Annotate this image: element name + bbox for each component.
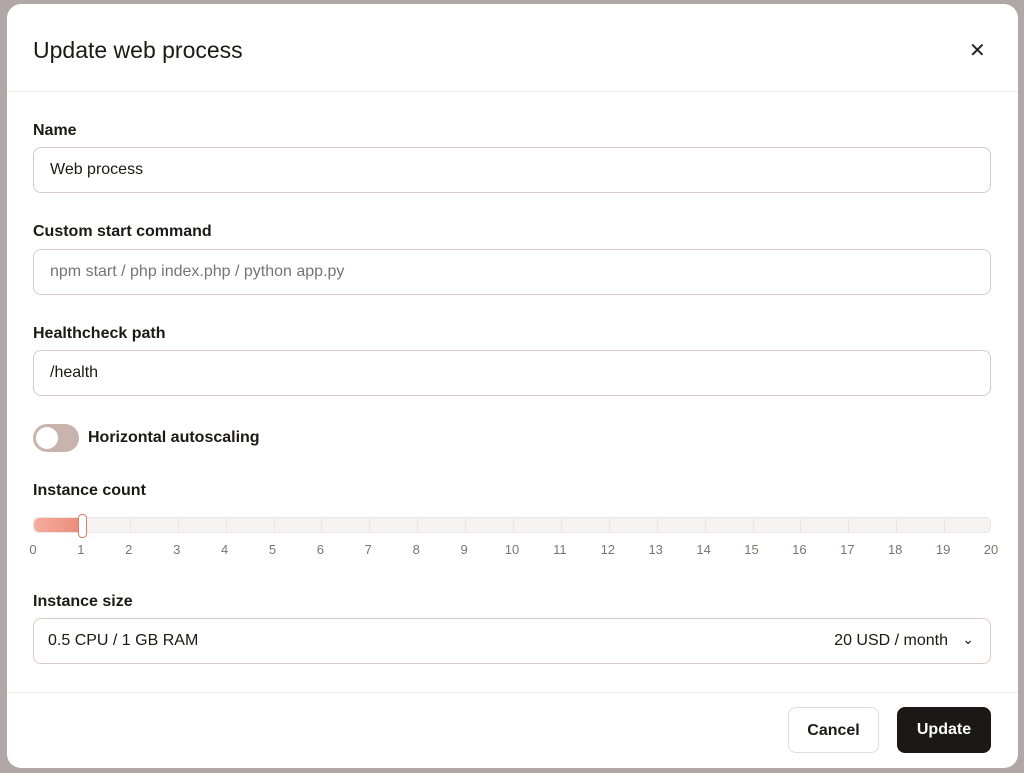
tick-label: 13 [648, 542, 663, 557]
slider-tick [225, 518, 227, 532]
instance-count-label: Instance count [33, 482, 146, 499]
tick-label: 1 [77, 542, 85, 557]
slider-tick [608, 518, 610, 532]
cancel-button[interactable]: Cancel [788, 707, 879, 753]
slider-tick [129, 518, 131, 532]
slider-tick [656, 518, 658, 532]
slider-thumb[interactable] [77, 514, 87, 538]
tick-label: 15 [744, 542, 759, 557]
tick-label: 17 [840, 542, 855, 557]
dialog-header: Update web process ✕ [7, 4, 1018, 92]
update-process-dialog: Update web process ✕ Name Custom start c… [7, 4, 1018, 768]
slider-tick [177, 518, 179, 532]
name-input[interactable] [33, 147, 991, 193]
tick-label: 9 [460, 542, 468, 557]
tick-label: 6 [316, 542, 324, 557]
healthcheck-label: Healthcheck path [33, 325, 166, 342]
slider-tick [752, 518, 754, 532]
instance-count-slider[interactable] [33, 514, 991, 538]
tick-label: 5 [268, 542, 277, 557]
tick-label: 2 [125, 542, 133, 557]
slider-tick [513, 518, 514, 532]
tick-label: 4 [220, 542, 229, 557]
dialog-title: Update web process [33, 37, 243, 63]
slider-tick [417, 518, 419, 532]
tick-label: 20 [983, 542, 999, 557]
instance-size-price: 20 USD / month [834, 632, 948, 649]
slider-tick [848, 518, 850, 532]
slider-tick [896, 518, 898, 532]
chevron-down-icon: ⌄ [962, 631, 974, 647]
tick-label: 16 [792, 542, 807, 557]
slider-tick [465, 518, 467, 532]
slider-tick [704, 518, 706, 532]
start-command-input[interactable] [33, 249, 991, 295]
slider-tick [560, 518, 562, 532]
tick-label: 11 [553, 542, 567, 557]
slider-tick [800, 518, 802, 532]
instance-size-label: Instance size [33, 593, 133, 610]
slider-tick [273, 518, 275, 532]
slider-tick [369, 518, 371, 532]
instance-size-select[interactable]: 0.5 CPU / 1 GB RAM 20 USD / month ⌄ [33, 618, 991, 664]
autoscaling-label: Horizontal autoscaling [88, 429, 260, 446]
autoscaling-toggle[interactable] [33, 424, 79, 452]
tick-label: 0 [29, 542, 37, 557]
tick-label: 12 [600, 542, 616, 557]
slider-fill [34, 518, 82, 532]
slider-tick [944, 518, 946, 532]
close-icon[interactable]: ✕ [969, 40, 986, 62]
tick-label: 7 [364, 542, 372, 557]
update-button[interactable]: Update [897, 707, 991, 753]
name-label: Name [33, 122, 77, 139]
tick-label: 10 [504, 542, 520, 557]
tick-label: 3 [173, 542, 181, 557]
dialog-footer: Cancel Update [7, 692, 1018, 768]
tick-label: 14 [696, 542, 711, 557]
tick-label: 19 [935, 542, 951, 557]
start-command-label: Custom start command [33, 223, 212, 240]
instance-size-value: 0.5 CPU / 1 GB RAM [48, 632, 199, 649]
tick-label: 8 [412, 542, 420, 557]
slider-tick [321, 518, 323, 532]
tick-label: 18 [887, 542, 903, 557]
healthcheck-input[interactable] [33, 350, 991, 396]
